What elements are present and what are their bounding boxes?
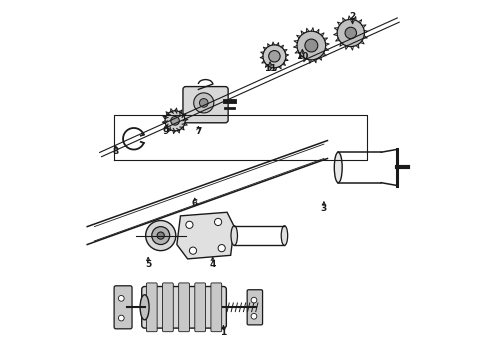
- Text: 8: 8: [113, 147, 119, 156]
- Circle shape: [263, 45, 286, 68]
- Text: 4: 4: [210, 260, 216, 269]
- Text: 11: 11: [264, 64, 276, 73]
- Circle shape: [171, 117, 179, 125]
- Circle shape: [119, 315, 124, 321]
- Text: 6: 6: [192, 199, 198, 208]
- Ellipse shape: [334, 152, 342, 183]
- Circle shape: [269, 50, 280, 62]
- Circle shape: [215, 219, 221, 226]
- Circle shape: [190, 247, 196, 254]
- FancyBboxPatch shape: [179, 283, 190, 332]
- Text: 7: 7: [195, 127, 201, 136]
- Circle shape: [199, 99, 208, 107]
- Text: 9: 9: [163, 127, 169, 136]
- Circle shape: [186, 221, 193, 228]
- Circle shape: [157, 232, 164, 239]
- Text: 3: 3: [321, 204, 327, 213]
- FancyBboxPatch shape: [195, 283, 205, 332]
- FancyBboxPatch shape: [247, 290, 263, 325]
- Circle shape: [251, 314, 257, 319]
- Circle shape: [194, 93, 214, 113]
- Ellipse shape: [281, 226, 288, 246]
- Polygon shape: [177, 212, 234, 259]
- FancyBboxPatch shape: [147, 283, 157, 332]
- Circle shape: [165, 111, 185, 131]
- Ellipse shape: [140, 295, 149, 320]
- FancyBboxPatch shape: [211, 283, 221, 332]
- Text: 5: 5: [145, 260, 151, 269]
- FancyBboxPatch shape: [114, 286, 132, 329]
- Ellipse shape: [231, 226, 238, 246]
- Circle shape: [337, 19, 365, 46]
- Circle shape: [345, 27, 357, 39]
- FancyBboxPatch shape: [163, 283, 173, 332]
- Text: 1: 1: [220, 328, 226, 337]
- Circle shape: [297, 31, 326, 60]
- Text: 2: 2: [349, 12, 356, 21]
- Circle shape: [218, 244, 225, 252]
- FancyBboxPatch shape: [142, 287, 226, 328]
- Circle shape: [146, 221, 176, 251]
- Circle shape: [152, 226, 170, 244]
- FancyBboxPatch shape: [183, 87, 228, 123]
- Circle shape: [305, 39, 318, 52]
- Circle shape: [119, 296, 124, 301]
- Circle shape: [251, 297, 257, 303]
- Text: 10: 10: [296, 52, 309, 61]
